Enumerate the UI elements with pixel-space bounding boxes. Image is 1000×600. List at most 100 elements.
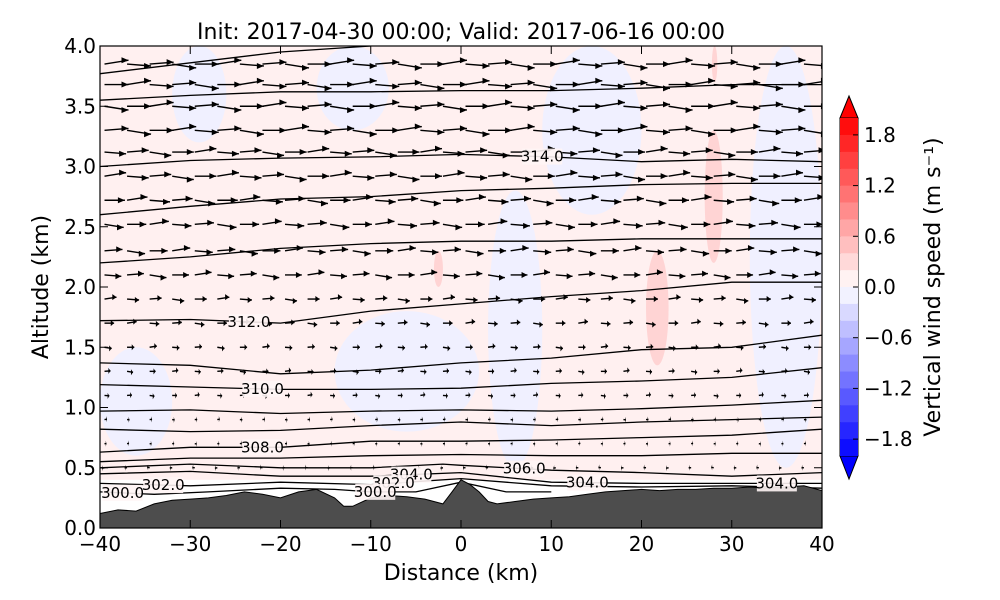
wind-vector	[646, 416, 649, 423]
wind-vector	[375, 218, 395, 226]
wind-vector	[600, 127, 625, 134]
wind-vector	[781, 125, 806, 132]
wind-vector	[691, 174, 713, 181]
wind-vector	[645, 219, 666, 226]
wind-vector	[442, 345, 451, 352]
wind-vector	[352, 270, 370, 277]
colorbar-band	[840, 253, 858, 271]
wind-vector	[127, 416, 130, 423]
wind-vector	[668, 345, 676, 352]
wind-vector	[397, 149, 420, 156]
wind-vector	[217, 81, 242, 88]
wind-vector	[330, 57, 355, 65]
wind-vector	[330, 345, 338, 352]
wind-vector	[555, 246, 574, 253]
wind-vector	[713, 59, 738, 66]
wind-vector	[375, 368, 382, 375]
wind-vector	[645, 129, 671, 136]
wind-vector	[239, 440, 242, 447]
wind-vector	[555, 392, 561, 399]
wind-vector	[736, 344, 744, 351]
wind-vector	[284, 79, 310, 86]
wind-vector	[352, 221, 372, 228]
wind-vector	[194, 249, 213, 256]
wind-vector	[217, 440, 220, 447]
colorbar-band	[840, 202, 858, 220]
wind-vector	[330, 81, 355, 88]
wind-vector	[104, 416, 108, 423]
wind-vector	[397, 297, 410, 304]
contour-label: 304.0	[755, 474, 798, 492]
wind-vector	[600, 416, 604, 423]
wind-vector	[397, 105, 422, 112]
wind-vector	[713, 151, 736, 159]
wind-vector	[713, 83, 738, 90]
wind-vector	[600, 295, 613, 302]
wind-vector	[533, 61, 558, 68]
wind-vector	[194, 101, 219, 108]
wind-vector	[442, 320, 453, 327]
wind-vector	[623, 123, 648, 132]
wind-vector	[691, 392, 696, 399]
wind-vector	[126, 250, 146, 257]
wind-vector	[485, 464, 489, 471]
wind-vector	[758, 269, 776, 276]
wind-vector	[420, 199, 441, 207]
wind-vector	[736, 416, 739, 423]
wind-vector	[239, 297, 252, 304]
wind-vector	[194, 416, 198, 423]
wind-vector	[104, 197, 125, 204]
wind-vector	[375, 393, 381, 400]
colorbar-band	[840, 303, 858, 321]
wind-vector	[578, 440, 581, 447]
wind-vector	[239, 62, 264, 69]
wind-vector	[758, 440, 761, 447]
wind-vector	[758, 343, 767, 350]
wind-vector	[533, 173, 555, 180]
wind-vector	[510, 344, 518, 351]
wind-vector	[217, 223, 237, 231]
wind-vectors	[102, 57, 822, 472]
wind-vector	[623, 175, 646, 183]
wind-vector	[307, 416, 310, 423]
wind-vector	[420, 101, 445, 108]
wind-vector	[352, 369, 359, 376]
x-tick-label: 40	[809, 532, 834, 556]
wind-vector	[555, 345, 564, 352]
wind-vector	[262, 218, 282, 226]
wind-vector	[487, 99, 513, 107]
contour-label-bg	[756, 475, 797, 492]
wind-vector	[488, 198, 509, 205]
wind-vector	[645, 368, 653, 375]
wind-vector	[623, 416, 626, 423]
wind-vector	[623, 271, 641, 278]
wind-vector	[442, 125, 468, 132]
contour-label: 302.0	[142, 476, 185, 494]
wind-vector	[645, 269, 663, 276]
wind-vector	[758, 416, 762, 423]
wind-vector	[488, 320, 498, 327]
wind-vector	[736, 392, 742, 399]
y-tick-label: 2.0	[64, 275, 96, 299]
wind-vector	[352, 103, 377, 110]
wind-vector	[104, 169, 127, 177]
wind-vector	[713, 171, 736, 178]
wind-vector	[465, 440, 468, 447]
wind-vector	[646, 296, 659, 303]
wind-vector	[352, 392, 358, 399]
wind-vector	[623, 79, 648, 86]
wind-vector	[510, 367, 517, 374]
wind-vector	[307, 321, 318, 328]
wind-vector	[307, 440, 310, 447]
contour-label-bg	[242, 380, 283, 397]
wind-vector	[239, 270, 257, 277]
contour-line	[100, 182, 822, 216]
wind-vector	[668, 169, 691, 177]
wind-vector	[420, 129, 445, 136]
colorbar-tick-label: −0.6	[864, 326, 913, 350]
wind-vector	[803, 440, 806, 447]
wind-vector	[127, 147, 149, 154]
colorbar-band	[840, 219, 858, 237]
contour-label: 304.0	[566, 474, 609, 492]
